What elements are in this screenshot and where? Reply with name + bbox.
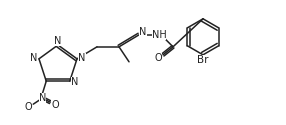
Text: Br: Br xyxy=(197,55,209,65)
Text: NH: NH xyxy=(152,30,166,40)
Text: N: N xyxy=(30,53,38,63)
Text: O: O xyxy=(24,102,32,112)
Text: N: N xyxy=(39,93,46,103)
Text: O: O xyxy=(51,100,59,110)
Text: N: N xyxy=(71,77,78,87)
Text: N: N xyxy=(78,53,86,63)
Text: N: N xyxy=(54,36,62,46)
Text: O: O xyxy=(154,53,162,63)
Text: N: N xyxy=(139,27,147,37)
